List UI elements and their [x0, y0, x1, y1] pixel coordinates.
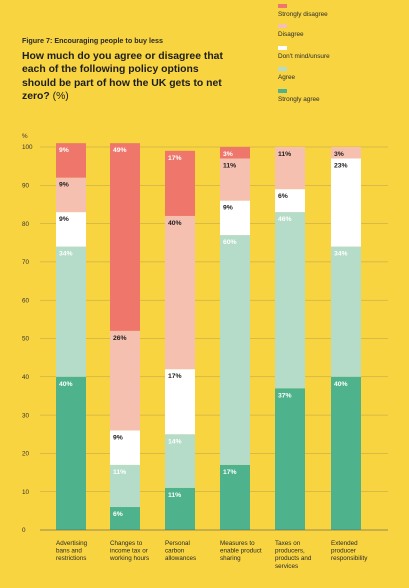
x-tick-label-2: Changes to income tax or working hours	[109, 540, 149, 562]
y-tick-label-80: 80	[22, 221, 30, 228]
data-label-strongly-disagree-1: 9%	[59, 147, 69, 154]
bar-disagree-4	[220, 158, 250, 201]
y-tick-label-70: 70	[22, 259, 30, 266]
bar-agree-6	[331, 246, 361, 377]
bar-strongly-disagree-2	[110, 143, 140, 331]
chart-title-text: How much do you agree or disagree that e…	[22, 51, 223, 102]
chart-legend: Strongly disagree Disagree Don't mind/unsu…	[278, 0, 406, 112]
data-label-strongly-disagree-3: 17%	[168, 155, 182, 162]
figure-label: Figure 7: Encouraging people to buy less	[22, 36, 163, 45]
y-tick-label-50: 50	[22, 336, 30, 343]
bar-dont-mind-6	[331, 158, 361, 247]
data-label-disagree-5: 11%	[278, 151, 291, 158]
bar-disagree-1	[56, 177, 86, 213]
bar-agree-3	[165, 434, 195, 488]
data-label-strongly-agree-5: 37%	[278, 392, 292, 399]
bar-strongly-disagree-1	[56, 143, 86, 178]
x-tick-label-5: Taxes on producers, products and services	[275, 540, 312, 570]
bar-strongly-agree-4	[220, 464, 250, 530]
bar-dont-mind-2	[110, 430, 140, 465]
legend-swatch-dont-mind	[278, 46, 287, 50]
data-label-disagree-1: 9%	[59, 182, 69, 189]
y-tick-label-40: 40	[22, 374, 30, 381]
y-tick-label-0: 0	[22, 527, 26, 534]
bar-disagree-2	[110, 330, 140, 431]
data-label-agree-5: 46%	[278, 216, 292, 223]
x-tick-label-3: Personal carbon allowances	[165, 540, 196, 562]
data-label-strongly-disagree-4: 3%	[223, 151, 233, 158]
legend-label-disagree: Disagree	[278, 31, 304, 38]
data-label-strongly-agree-1: 40%	[59, 381, 73, 388]
bar-strongly-agree-5	[275, 388, 305, 530]
data-label-disagree-6: 3%	[334, 151, 344, 158]
bar-agree-2	[110, 464, 140, 508]
bar-dont-mind-5	[275, 189, 305, 213]
bar-dont-mind-4	[220, 200, 250, 236]
data-label-strongly-agree-4: 17%	[223, 469, 237, 476]
data-label-agree-1: 34%	[59, 251, 73, 258]
data-label-agree-2: 11%	[113, 469, 126, 476]
legend-label-dont-mind: Don't mind/unsure	[278, 53, 330, 60]
bar-strongly-agree-1	[56, 376, 86, 530]
x-tick-label-4: Measures to enable product sharing	[220, 540, 262, 562]
data-label-dont-mind-1: 9%	[59, 216, 69, 223]
legend-label-strongly-disagree: Strongly disagree	[278, 11, 328, 18]
chart-title: How much do you agree or disagree that e…	[22, 50, 227, 103]
data-label-strongly-agree-3: 11%	[168, 492, 181, 499]
bar-strongly-agree-3	[165, 487, 195, 530]
y-tick-label-60: 60	[22, 297, 30, 304]
legend-label-agree: Agree	[278, 74, 296, 81]
bar-disagree-3	[165, 215, 195, 370]
bar-agree-4	[220, 235, 250, 465]
data-label-dont-mind-5: 6%	[278, 193, 288, 200]
legend-label-strongly-agree: Strongly agree	[278, 96, 320, 103]
bar-strongly-disagree-4	[220, 147, 250, 159]
data-label-agree-3: 14%	[168, 438, 182, 445]
bar-strongly-agree-2	[110, 507, 140, 530]
y-tick-label-20: 20	[22, 451, 30, 458]
bar-agree-5	[275, 212, 305, 389]
data-label-strongly-disagree-2: 49%	[113, 147, 127, 154]
x-tick-label-6: Extended producer responsibility	[331, 540, 368, 562]
data-label-strongly-agree-2: 6%	[113, 511, 123, 518]
data-label-disagree-3: 40%	[168, 220, 182, 227]
data-label-disagree-2: 26%	[113, 335, 127, 342]
legend-swatch-agree	[278, 67, 287, 71]
bar-disagree-6	[331, 147, 361, 159]
data-label-dont-mind-3: 17%	[168, 373, 182, 380]
data-label-dont-mind-4: 9%	[223, 205, 233, 212]
bar-strongly-disagree-3	[165, 150, 195, 216]
data-label-dont-mind-6: 23%	[334, 162, 348, 169]
data-label-strongly-agree-6: 40%	[334, 381, 348, 388]
data-label-dont-mind-2: 9%	[113, 434, 123, 441]
legend-swatch-disagree	[278, 24, 287, 28]
bar-strongly-agree-6	[331, 376, 361, 530]
bar-dont-mind-3	[165, 369, 195, 435]
y-tick-label-90: 90	[22, 183, 30, 190]
bar-agree-1	[56, 246, 86, 377]
y-tick-label-10: 10	[22, 489, 30, 496]
chart-title-unit: (%)	[52, 90, 69, 102]
y-axis-label: %	[22, 133, 28, 140]
bar-disagree-5	[275, 147, 305, 190]
legend-swatch-strongly-disagree	[278, 4, 287, 8]
y-tick-label-30: 30	[22, 412, 30, 419]
data-label-agree-4: 60%	[223, 239, 237, 246]
y-tick-label-100: 100	[22, 144, 33, 151]
x-tick-label-1: Advertising bans and restrictions	[56, 540, 88, 562]
data-label-agree-6: 34%	[334, 251, 348, 258]
data-label-disagree-4: 11%	[223, 162, 236, 169]
legend-swatch-strongly-agree	[278, 89, 287, 93]
bar-dont-mind-1	[56, 212, 86, 247]
